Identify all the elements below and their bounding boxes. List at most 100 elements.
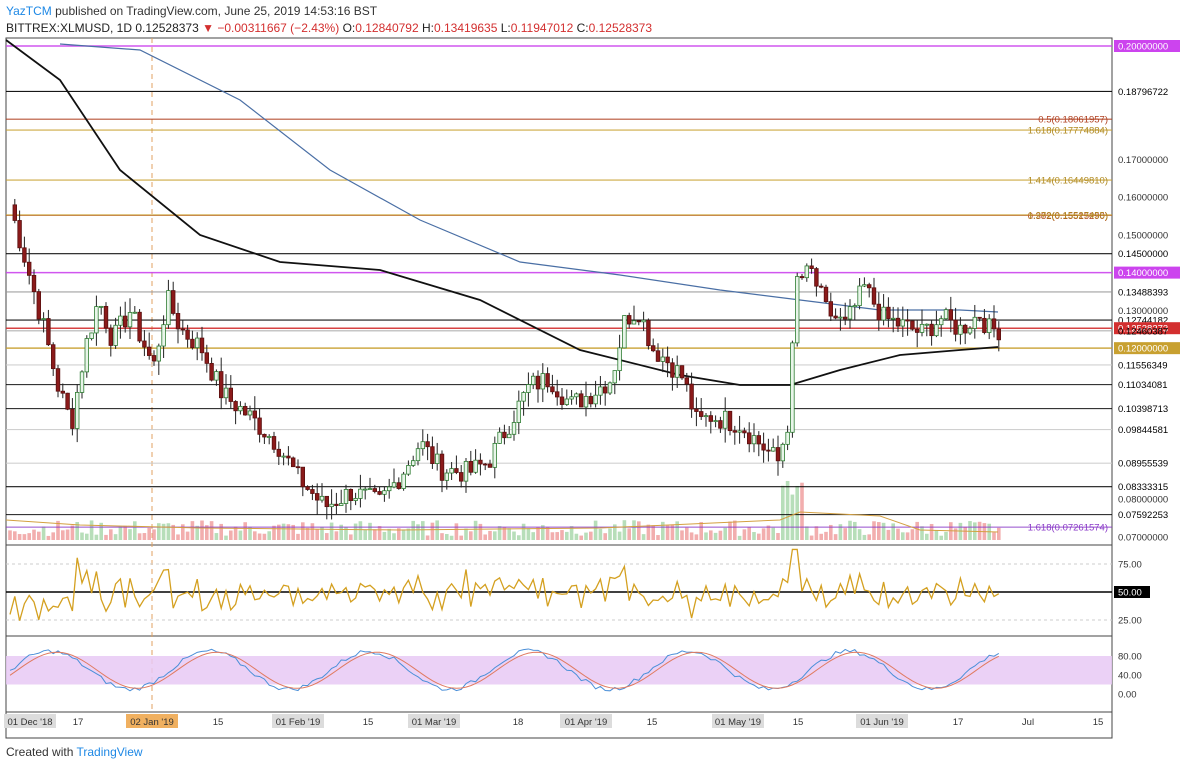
candle-up [790,342,795,433]
candle-up [934,324,939,337]
x-tick-label: 15 [1093,717,1104,728]
candle-down [175,313,181,330]
level-label: 0.5(0.18061957) [1038,115,1108,126]
x-tick-box [408,714,460,728]
volume-bar [992,532,996,540]
x-tick-label: 15 [363,717,374,728]
candle-down [977,316,982,319]
volume-bar [613,524,617,540]
candle-up [94,306,99,334]
symbol-label: BITTREX:XLMUSD, 1D [6,21,133,35]
level-label: 1.618(0.17774884) [1028,126,1108,137]
candle-down [684,377,689,385]
candle-up [751,435,757,445]
candles [12,198,1001,520]
volume-bar [358,521,363,540]
tradingview-logo-text[interactable]: TradingView [76,745,143,759]
candle-up [838,316,843,319]
volume-bar [728,521,732,540]
volume-bar [464,528,468,540]
level-label: 0.14000000 [1118,268,1168,279]
chart-panes [5,37,1113,739]
candle-down [123,315,128,328]
volume-bar [569,526,574,540]
volume-bar [27,533,31,540]
candle-up [401,473,406,489]
candle-down [372,488,377,492]
volume-bar [862,534,867,540]
candle-up [473,459,478,473]
volume-bar [267,531,271,540]
close-value: 0.12528373 [588,21,653,35]
candle-down [761,443,766,451]
volume-bar [320,526,324,540]
volume-bar [51,532,55,540]
candle-up [641,319,646,323]
volume-bar [286,524,291,540]
x-tick-label: 15 [213,717,224,728]
volume-bar [665,525,670,540]
volume-bar [262,533,267,540]
candle-down [137,311,142,342]
candle-up [862,284,867,287]
candle-down [348,489,353,502]
volume-bar [483,534,487,540]
candle-down [242,406,248,416]
candle-down [286,455,291,459]
x-tick-label: Jul [1022,717,1034,728]
volume-bar [248,526,252,540]
candle-down [271,436,277,450]
candle-down [233,401,238,412]
volume-bar [281,523,286,540]
volume-bar [277,524,281,540]
volume-bar [190,521,195,540]
x-tick-label: 15 [647,717,658,728]
high-value: 0.13419635 [433,21,498,35]
volume-bar [392,533,396,540]
candle-up [612,370,617,384]
candle-up [881,306,886,321]
candle-up [391,482,397,488]
volume-bar [339,524,343,540]
candle-down [478,459,483,465]
level-label: 1.272(0.15527455) [1028,210,1108,221]
candle-up [540,373,545,390]
volume-bar [75,522,79,540]
candle-up [919,323,925,333]
candle-down [468,460,473,473]
publisher-name[interactable]: YazTCM [6,4,52,18]
volume-bar [152,529,156,540]
volume-bar [123,525,127,540]
volume-bar [257,533,262,540]
volume-bar [416,524,420,540]
volume-bar [80,532,84,540]
candle-down [799,276,805,279]
level-label: 1.618(0.07261574) [1028,523,1108,534]
candle-down [310,489,315,494]
volume-bar [584,532,588,540]
volume-bar [166,523,171,540]
candle-down [545,373,550,388]
candle-down [559,396,565,405]
candle-up [939,318,944,326]
volume-bar [757,533,761,540]
volume-bar [181,524,185,540]
level-label: 0.08955539 [1118,459,1168,470]
volume-bar [579,535,583,540]
price-tick-label: 0.15000000 [1118,230,1168,241]
volume-bar [61,530,65,540]
volume-bar [185,531,190,540]
volume-bar [397,528,401,540]
volume-bar [133,521,137,540]
volume-bar [713,532,718,540]
candle-down [305,486,310,490]
level-label: 0.09844581 [1118,425,1168,436]
candle-up [924,323,929,326]
volume-bar [723,527,727,540]
volume-bar [445,534,449,540]
volume-bar [272,525,276,540]
candle-up [247,410,253,416]
candle-up [434,453,440,464]
candle-down [535,375,541,390]
